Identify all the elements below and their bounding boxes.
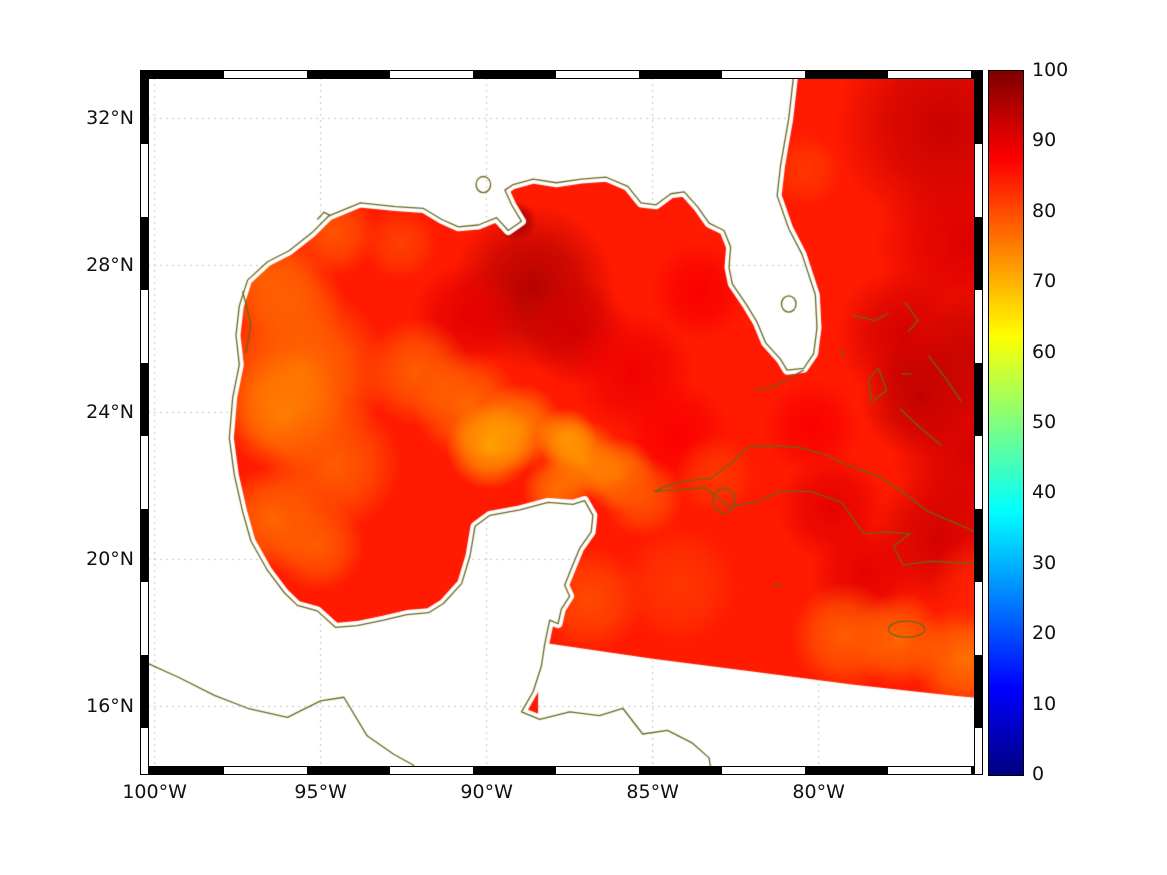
y-tick-label: 32°N xyxy=(86,107,134,130)
colorbar-tick-label: 90 xyxy=(1032,129,1057,152)
colorbar-tick-label: 0 xyxy=(1032,763,1045,785)
plot-frame-right xyxy=(974,70,983,775)
y-tick-label: 20°N xyxy=(86,548,134,571)
colorbar-tick-label: 40 xyxy=(1032,481,1057,504)
colorbar-tick-label: 10 xyxy=(1032,692,1057,715)
x-tick-label: 100°W xyxy=(122,781,187,803)
colorbar-tick-label: 20 xyxy=(1032,622,1057,645)
x-tick-label: 80°W xyxy=(792,781,845,803)
colorbar xyxy=(988,70,1024,776)
plot-frame-top xyxy=(140,70,983,79)
x-tick-label: 85°W xyxy=(626,781,679,803)
colorbar-tick-label: 30 xyxy=(1032,551,1057,574)
colorbar-tick-label: 70 xyxy=(1032,270,1057,293)
colorbar-tick-label: 60 xyxy=(1032,340,1057,363)
y-tick-label: 24°N xyxy=(86,401,134,424)
y-tick-label: 28°N xyxy=(86,254,134,277)
map-canvas xyxy=(148,78,975,766)
y-tick-label: 16°N xyxy=(86,695,134,718)
colorbar-tick-label: 50 xyxy=(1032,411,1057,433)
x-tick-label: 90°W xyxy=(460,781,513,803)
plot-frame-left xyxy=(140,70,149,775)
plot-frame-bottom xyxy=(140,766,983,775)
colorbar-tick-label: 80 xyxy=(1032,199,1057,222)
x-tick-label: 95°W xyxy=(294,781,347,803)
colorbar-tick-label: 100 xyxy=(1032,59,1069,81)
